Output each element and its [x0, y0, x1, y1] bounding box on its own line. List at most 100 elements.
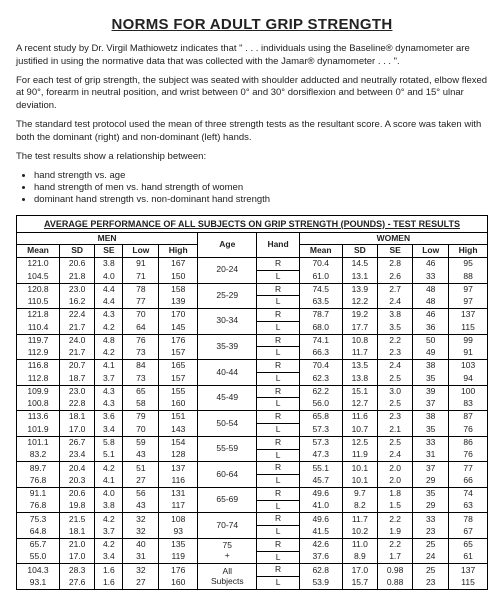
cell: 154	[159, 436, 198, 449]
cell: 45.7	[299, 475, 342, 488]
cell: 76.8	[17, 475, 60, 488]
cell: 35	[413, 423, 449, 436]
cell: 155	[159, 385, 198, 398]
cell: 3.0	[377, 385, 412, 398]
cell: 70	[123, 423, 159, 436]
cell: 12.2	[342, 296, 377, 309]
cell: 2.6	[377, 270, 412, 283]
cell: 5.8	[95, 436, 123, 449]
cell: 56	[123, 487, 159, 500]
cell: 3.5	[377, 321, 412, 334]
hand-cell: R	[257, 436, 299, 449]
cell: 65	[123, 385, 159, 398]
cell: 116.8	[17, 360, 60, 373]
cell: 91.1	[17, 487, 60, 500]
cell: 137	[159, 462, 198, 475]
cell: 18.1	[60, 526, 95, 539]
list-item: dominant hand strength vs. non-dominant …	[34, 194, 488, 205]
cell: 19.8	[60, 500, 95, 513]
cell: 139	[159, 296, 198, 309]
cell: 17.0	[342, 564, 377, 577]
cell: 61	[449, 551, 488, 564]
cell: 3.8	[95, 258, 123, 271]
cell: 21.8	[60, 270, 95, 283]
cell: 1.8	[377, 487, 412, 500]
table-row: 89.720.44.25113760-64R55.110.12.03777	[17, 462, 488, 475]
cell: 65	[449, 538, 488, 551]
cell: 4.3	[95, 398, 123, 411]
cell: 32	[123, 526, 159, 539]
cell: 91	[449, 347, 488, 360]
table-row: 65.721.04.24013575+R42.611.02.22565	[17, 538, 488, 551]
cell: 3.8	[377, 309, 412, 322]
cell: 4.2	[95, 321, 123, 334]
hand-cell: R	[257, 487, 299, 500]
cell: 53.9	[299, 577, 342, 590]
cell: 112.9	[17, 347, 60, 360]
table-row: 121.822.44.37017030-34R78.719.23.846137	[17, 309, 488, 322]
cell: 2.8	[377, 258, 412, 271]
cell: 22.4	[60, 309, 95, 322]
cell: 119.7	[17, 334, 60, 347]
cell: 70.4	[299, 258, 342, 271]
hand-cell: L	[257, 449, 299, 462]
grip-strength-table: AVERAGE PERFORMANCE OF ALL SUBJECTS ON G…	[16, 215, 488, 590]
cell: 21.0	[60, 538, 95, 551]
cell: 99	[449, 334, 488, 347]
age-cell: 70-74	[198, 513, 257, 539]
cell: 160	[159, 577, 198, 590]
list-item: hand strength of men vs. hand strength o…	[34, 182, 488, 193]
age-cell: 30-34	[198, 309, 257, 335]
cell: 57.3	[299, 436, 342, 449]
cell: 84	[123, 360, 159, 373]
cell: 112.8	[17, 372, 60, 385]
cell: 70	[123, 309, 159, 322]
col-header: Low	[123, 245, 159, 258]
cell: 29	[413, 475, 449, 488]
cell: 63	[449, 500, 488, 513]
cell: 20.7	[60, 360, 95, 373]
hand-cell: R	[257, 334, 299, 347]
cell: 25	[413, 538, 449, 551]
hand-cell: R	[257, 538, 299, 551]
hand-cell: L	[257, 500, 299, 513]
cell: 131	[159, 487, 198, 500]
cell: 48	[413, 283, 449, 296]
cell: 63.5	[299, 296, 342, 309]
cell: 76	[123, 334, 159, 347]
hand-cell: L	[257, 423, 299, 436]
hand-cell: L	[257, 270, 299, 283]
cell: 113.6	[17, 411, 60, 424]
cell: 66	[449, 475, 488, 488]
cell: 13.9	[342, 283, 377, 296]
cell: 57.3	[299, 423, 342, 436]
intro-para-1: A recent study by Dr. Virgil Mathiowetz …	[16, 43, 488, 69]
cell: 39	[413, 385, 449, 398]
cell: 27.6	[60, 577, 95, 590]
cell: 21.7	[60, 321, 95, 334]
age-cell: 75+	[198, 538, 257, 564]
cell: 35	[413, 372, 449, 385]
age-cell: 35-39	[198, 334, 257, 360]
cell: 32	[123, 513, 159, 526]
cell: 4.2	[95, 462, 123, 475]
cell: 89.7	[17, 462, 60, 475]
cell: 23.0	[60, 385, 95, 398]
hand-cell: R	[257, 360, 299, 373]
cell: 4.8	[95, 334, 123, 347]
cell: 51	[123, 462, 159, 475]
cell: 3.4	[95, 423, 123, 436]
table-row: 101.126.75.85915455-59R57.312.52.53386	[17, 436, 488, 449]
cell: 4.2	[95, 513, 123, 526]
cell: 93	[159, 526, 198, 539]
cell: 33	[413, 436, 449, 449]
cell: 165	[159, 360, 198, 373]
cell: 103	[449, 360, 488, 373]
table-row: 119.724.04.87617635-39R74.110.82.25099	[17, 334, 488, 347]
cell: 37.6	[299, 551, 342, 564]
hand-cell: R	[257, 513, 299, 526]
col-header: High	[159, 245, 198, 258]
cell: 8.2	[342, 500, 377, 513]
cell: 3.6	[95, 411, 123, 424]
cell: 9.7	[342, 487, 377, 500]
